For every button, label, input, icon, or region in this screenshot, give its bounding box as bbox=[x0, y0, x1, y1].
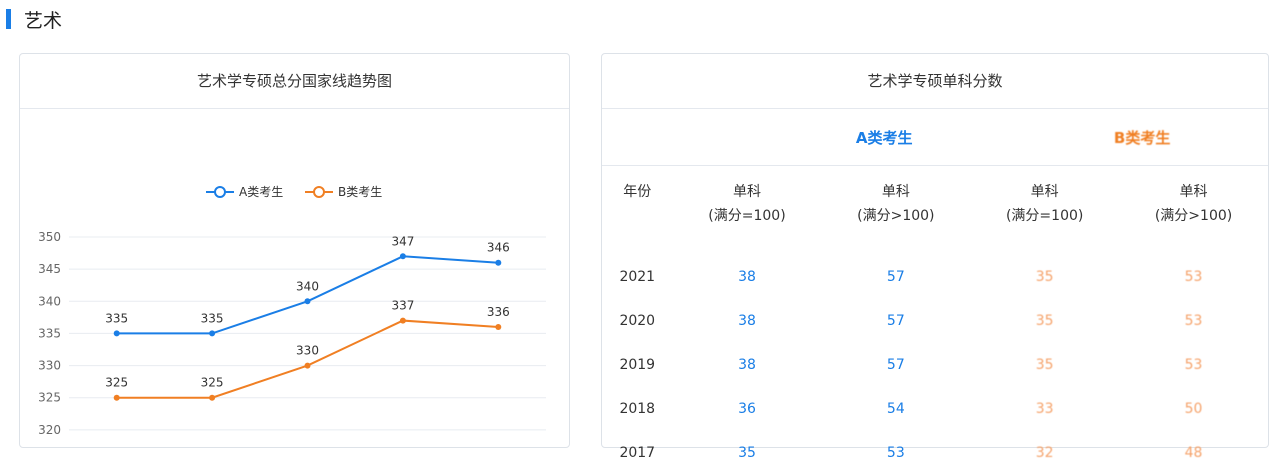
y-tick-label: 345 bbox=[38, 262, 61, 276]
section-title: 艺术 bbox=[24, 10, 63, 32]
score-cell: 35 bbox=[1035, 269, 1054, 285]
score-cell: 35 bbox=[1035, 313, 1054, 329]
section-accent-bar bbox=[6, 9, 11, 29]
data-label: 335 bbox=[105, 311, 128, 325]
data-point bbox=[209, 394, 216, 401]
score-cell: 54 bbox=[886, 401, 905, 417]
score-cell: 36 bbox=[738, 401, 756, 417]
column-header: 年份 bbox=[623, 184, 652, 200]
data-point bbox=[304, 298, 311, 305]
year-cell: 2018 bbox=[619, 401, 656, 417]
score-cell: 53 bbox=[1184, 269, 1203, 285]
data-label: 340 bbox=[296, 279, 319, 293]
score-cell: 57 bbox=[886, 313, 905, 329]
data-label: 337 bbox=[391, 299, 414, 313]
column-header: 单科 (满分=100) bbox=[708, 184, 786, 224]
legend-marker bbox=[313, 186, 325, 198]
data-point bbox=[209, 330, 216, 337]
line-chart: 3153203253303353403453502017201820192020… bbox=[38, 185, 547, 475]
score-cell: 53 bbox=[1184, 357, 1203, 373]
y-tick-label: 330 bbox=[38, 359, 61, 373]
y-tick-label: 335 bbox=[38, 326, 61, 340]
legend-label: A类考生 bbox=[239, 185, 283, 199]
table-row: 2021 38 57 35 53 bbox=[602, 255, 1268, 299]
score-cell: 53 bbox=[886, 445, 905, 461]
data-point bbox=[113, 394, 120, 401]
group-a-label: A类考生 bbox=[855, 128, 913, 147]
data-label: 330 bbox=[296, 344, 319, 358]
year-cell: 2017 bbox=[619, 445, 656, 461]
legend-marker bbox=[214, 186, 226, 198]
score-cell: 57 bbox=[886, 357, 905, 373]
score-cell: 50 bbox=[1184, 401, 1203, 417]
score-cell: 33 bbox=[1035, 401, 1054, 417]
score-cell: 32 bbox=[1035, 445, 1054, 461]
table-title: 艺术学专硕单科分数 bbox=[602, 54, 1268, 109]
score-cell: 48 bbox=[1184, 445, 1203, 461]
group-b-label: B类考生 bbox=[1113, 128, 1171, 147]
column-header: 单科 (满分=100) bbox=[1005, 184, 1084, 224]
score-cell: 38 bbox=[738, 357, 756, 373]
score-cell: 38 bbox=[738, 269, 756, 285]
series-line bbox=[116, 319, 499, 399]
data-point bbox=[495, 324, 502, 330]
score-cell: 35 bbox=[1035, 357, 1054, 373]
data-label: 325 bbox=[105, 376, 128, 390]
year-cell: 2020 bbox=[619, 313, 656, 329]
legend-label: B类考生 bbox=[338, 185, 382, 199]
data-label: 325 bbox=[201, 376, 224, 390]
data-point bbox=[399, 317, 406, 324]
data-label: 335 bbox=[201, 311, 224, 325]
year-cell: 2021 bbox=[619, 269, 656, 285]
score-cell: 35 bbox=[738, 445, 756, 461]
table-row: 2018 36 54 33 50 bbox=[602, 387, 1268, 431]
chart-card: 艺术学专硕总分国家线趋势图 31532032533033534034535020… bbox=[19, 53, 570, 475]
score-cell: 53 bbox=[1184, 313, 1203, 329]
y-tick-label: 350 bbox=[38, 230, 61, 244]
table-row: 2017 35 53 32 48 bbox=[602, 431, 1268, 475]
data-point bbox=[399, 253, 406, 260]
column-header: 单科 (满分>100) bbox=[1154, 184, 1233, 224]
table-card: 艺术学专硕单科分数 A类考生 B类考生 年份 单科 (满分=100) 单科 (满分>10… bbox=[601, 53, 1269, 461]
data-label: 346 bbox=[487, 241, 510, 255]
column-header: 单科 (满分>100) bbox=[857, 184, 935, 224]
data-point bbox=[495, 259, 502, 266]
table-row: 2019 38 57 35 53 bbox=[602, 343, 1268, 387]
y-tick-label: 320 bbox=[38, 423, 61, 437]
data-point bbox=[304, 362, 311, 369]
score-cell: 57 bbox=[886, 269, 905, 285]
y-tick-label: 340 bbox=[38, 294, 61, 308]
y-tick-label: 325 bbox=[38, 391, 61, 405]
data-label: 347 bbox=[391, 234, 414, 248]
chart-title: 艺术学专硕总分国家线趋势图 bbox=[20, 54, 569, 109]
data-point bbox=[113, 330, 120, 337]
series-line bbox=[116, 255, 499, 335]
data-label: 336 bbox=[487, 305, 510, 319]
table-row: 2020 38 57 35 53 bbox=[602, 299, 1268, 343]
year-cell: 2019 bbox=[619, 357, 656, 373]
score-table: 年份 单科 (满分=100) 单科 (满分>100) 单科 (满分=100) 单科 (满分>10… bbox=[602, 166, 1268, 475]
score-cell: 38 bbox=[738, 313, 756, 329]
